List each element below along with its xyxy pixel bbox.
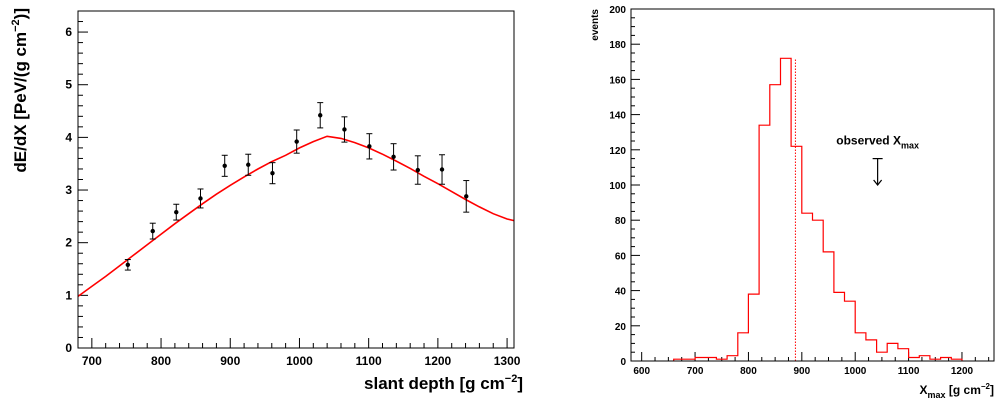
- data-point: [317, 102, 324, 129]
- left-y-tick-label: 5: [65, 78, 72, 92]
- right-x-tick-label: 600: [633, 366, 650, 377]
- histogram-bin: [845, 301, 856, 361]
- data-marker: [439, 167, 445, 172]
- data-point: [221, 154, 228, 177]
- left-plot-frame: [77, 10, 515, 349]
- right-plot-marks: [673, 57, 963, 362]
- right-y-tick-label: 140: [609, 111, 626, 122]
- left-plot-marks: [77, 102, 515, 298]
- data-marker: [294, 139, 299, 144]
- right-tick-labels: 600 700 800 900 1000 1100 1200 0 20 40 60 80 100 120 1…: [609, 5, 973, 377]
- histogram-bin: [780, 58, 791, 361]
- histogram-bin: [802, 213, 813, 361]
- right-y-tick-label: 200: [609, 5, 626, 16]
- right-x-tick-label: 800: [740, 366, 757, 377]
- histogram-bin: [727, 356, 738, 361]
- gaisser-hillas-fit-curve: [77, 135, 515, 298]
- left-x-tick-label: 700: [82, 354, 102, 368]
- data-marker: [174, 209, 179, 215]
- arrow-down-icon: [873, 179, 883, 186]
- right-x-axis-title: Xmax [g cm−2]: [920, 382, 995, 398]
- histogram-bin: [813, 220, 824, 361]
- histogram-bin: [855, 333, 866, 361]
- histogram-bin: [866, 340, 877, 361]
- data-marker: [415, 167, 421, 173]
- data-marker: [391, 154, 396, 160]
- histogram-bin: [898, 349, 909, 361]
- data-point: [414, 155, 421, 185]
- right-plot-frame: [630, 8, 995, 362]
- data-point: [245, 153, 252, 176]
- data-marker: [464, 194, 469, 199]
- right-x-tick-label: 1100: [898, 366, 920, 377]
- right-y-tick-label: 160: [609, 75, 626, 86]
- data-point: [341, 116, 348, 143]
- data-point: [390, 143, 397, 171]
- data-marker: [318, 113, 323, 118]
- left-y-tick-label: 4: [65, 130, 72, 144]
- right-y-tick-label: 80: [615, 216, 627, 227]
- data-marker: [125, 262, 131, 268]
- histogram-bin: [738, 333, 749, 361]
- left-y-tick-label: 0: [65, 341, 72, 355]
- histogram-bin: [887, 343, 898, 361]
- left-x-tick-label: 1000: [286, 354, 313, 368]
- right-y-tick-label: 120: [609, 146, 626, 157]
- left-x-tick-label: 1200: [425, 354, 452, 368]
- left-y-tick-label: 2: [65, 236, 72, 250]
- data-marker: [367, 144, 372, 149]
- histogram-bin: [919, 356, 930, 361]
- left-x-tick-label: 800: [151, 354, 171, 368]
- observed-xmax-annotation: observed Xmax: [836, 134, 919, 151]
- left-y-tick-label: 1: [65, 288, 72, 302]
- right-y-axis-title: events: [590, 9, 601, 41]
- data-marker: [246, 162, 251, 167]
- data-marker: [270, 170, 275, 176]
- left-tick-labels: 700 800 900 1000 1100 1200 1300 0 1 2 3 4 5 6: [65, 25, 520, 368]
- left-y-tick-label: 3: [65, 183, 72, 197]
- data-marker: [342, 127, 347, 132]
- right-y-tick-label: 40: [615, 287, 627, 298]
- data-point: [366, 133, 373, 160]
- data-marker: [222, 163, 227, 169]
- histogram-bin: [791, 146, 802, 361]
- right-x-tick-label: 1200: [951, 366, 974, 377]
- right-axis-ticks: [631, 8, 990, 362]
- right-y-tick-label: 180: [609, 40, 626, 51]
- right-y-tick-label: 20: [615, 322, 627, 333]
- data-marker: [150, 228, 155, 234]
- right-y-tick-label: 0: [620, 357, 626, 368]
- left-x-tick-label: 1100: [356, 354, 382, 368]
- left-x-tick-label: 1300: [494, 354, 521, 368]
- data-point: [439, 154, 446, 185]
- right-x-tick-label: 900: [793, 366, 810, 377]
- data-point: [269, 162, 276, 185]
- histogram-bin: [748, 294, 759, 361]
- data-point: [173, 203, 180, 221]
- right-x-tick-label: 700: [687, 366, 704, 377]
- slant-depth-profile-chart: 700 800 900 1000 1100 1200 1300 0 1 2 3 4 5 6 slant d…: [10, 8, 523, 393]
- right-x-tick-label: 1000: [844, 366, 867, 377]
- histogram-bin: [823, 252, 834, 361]
- right-y-tick-label: 100: [609, 181, 626, 192]
- right-y-tick-label: 60: [615, 251, 627, 262]
- data-point: [463, 180, 470, 213]
- data-marker: [198, 196, 203, 201]
- data-point: [293, 129, 300, 154]
- histogram-outline: [673, 57, 963, 362]
- histogram-bin: [834, 292, 845, 361]
- xmax-histogram-chart: 600 700 800 900 1000 1100 1200 0 20 40 60 80 100 120 1…: [590, 5, 995, 398]
- data-point: [124, 259, 131, 271]
- histogram-bin: [770, 85, 781, 361]
- left-y-tick-label: 6: [65, 25, 72, 39]
- left-axis-ticks: [78, 10, 508, 349]
- histogram-bin: [759, 125, 770, 361]
- left-x-tick-label: 900: [220, 354, 240, 368]
- left-x-axis-title: slant depth [g cm−2]: [364, 373, 523, 393]
- left-y-axis-title: dE/dX [PeV/(g cm−2)]: [10, 8, 30, 173]
- data-point: [197, 188, 204, 209]
- data-point: [149, 222, 156, 240]
